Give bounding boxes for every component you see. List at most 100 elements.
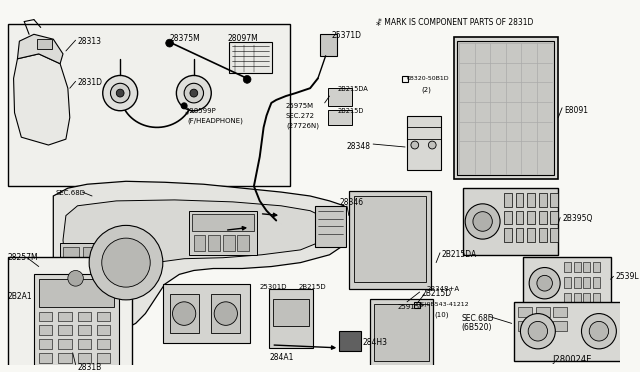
Circle shape	[166, 39, 173, 47]
Bar	[370, 299, 433, 368]
Bar	[77, 339, 91, 349]
Text: 2B215DA: 2B215DA	[442, 250, 477, 259]
Bar	[516, 228, 524, 242]
Bar	[58, 339, 72, 349]
Bar	[339, 331, 360, 351]
Text: 284H3: 284H3	[362, 338, 387, 347]
Bar	[77, 326, 91, 335]
Bar	[593, 262, 600, 272]
Bar	[315, 206, 346, 247]
Bar	[58, 353, 72, 363]
Bar	[328, 110, 352, 125]
Bar	[550, 211, 558, 224]
Bar	[536, 307, 550, 317]
Text: 28257M: 28257M	[8, 253, 38, 262]
Bar	[223, 235, 234, 251]
Bar	[593, 277, 600, 288]
Circle shape	[473, 212, 492, 231]
Text: *: *	[376, 20, 381, 31]
Bar	[97, 312, 111, 321]
Bar	[514, 302, 622, 360]
Bar	[34, 275, 119, 371]
Bar	[504, 211, 512, 224]
Bar	[573, 293, 580, 304]
Text: (27726N): (27726N)	[286, 122, 319, 129]
Circle shape	[589, 321, 609, 341]
Bar	[458, 41, 554, 176]
Text: 284A1: 284A1	[269, 353, 294, 362]
Bar	[518, 321, 532, 331]
Bar	[524, 257, 611, 311]
Bar	[170, 294, 198, 333]
Bar	[269, 289, 313, 348]
Text: 28097M: 28097M	[228, 34, 259, 43]
Bar	[39, 279, 115, 307]
Text: 28375M: 28375M	[170, 34, 200, 43]
Bar	[527, 193, 535, 207]
Bar	[374, 304, 429, 360]
Text: 2539L: 2539L	[616, 272, 639, 282]
Text: 28348: 28348	[347, 142, 371, 151]
Circle shape	[89, 225, 163, 300]
Bar	[83, 261, 99, 270]
Bar	[63, 261, 79, 270]
Bar	[39, 312, 52, 321]
Text: 28313: 28313	[77, 37, 102, 46]
Circle shape	[428, 141, 436, 149]
Text: E8091: E8091	[564, 106, 588, 115]
Text: (F/HEADPHONE): (F/HEADPHONE)	[187, 118, 243, 124]
Bar	[63, 247, 79, 257]
Bar	[8, 25, 290, 186]
Circle shape	[582, 314, 616, 349]
Circle shape	[103, 76, 138, 111]
Bar	[58, 326, 72, 335]
Bar	[189, 211, 257, 255]
Circle shape	[184, 83, 204, 103]
Bar	[554, 321, 567, 331]
Bar	[209, 235, 220, 251]
Circle shape	[116, 89, 124, 97]
Bar	[39, 353, 52, 363]
Bar	[518, 307, 532, 317]
Bar	[584, 277, 590, 288]
Bar	[354, 196, 426, 282]
Circle shape	[190, 89, 198, 97]
Bar	[550, 228, 558, 242]
Bar	[536, 321, 550, 331]
Text: (10): (10)	[434, 312, 449, 318]
Text: 2B215D: 2B215D	[337, 108, 364, 114]
Bar	[97, 339, 111, 349]
Text: 2B215D: 2B215D	[422, 289, 452, 298]
Circle shape	[173, 302, 196, 326]
Bar	[584, 293, 590, 304]
Bar	[211, 294, 241, 333]
Circle shape	[68, 270, 83, 286]
Text: * MARK IS COMPONENT PARTS OF 2831D: * MARK IS COMPONENT PARTS OF 2831D	[378, 17, 533, 27]
Bar	[554, 307, 567, 317]
Bar	[516, 211, 524, 224]
Bar	[60, 243, 126, 292]
Text: 25915P: 25915P	[397, 304, 424, 310]
Polygon shape	[53, 181, 344, 328]
Bar	[564, 277, 571, 288]
Bar	[516, 193, 524, 207]
Bar	[328, 88, 352, 106]
Bar	[539, 211, 547, 224]
Bar	[97, 326, 111, 335]
Text: 2B215DA: 2B215DA	[337, 86, 368, 92]
Bar	[104, 247, 119, 257]
Circle shape	[465, 204, 500, 239]
Polygon shape	[13, 54, 70, 145]
Bar	[407, 127, 441, 139]
Bar	[58, 312, 72, 321]
Bar	[527, 228, 535, 242]
Bar	[504, 193, 512, 207]
Circle shape	[111, 83, 130, 103]
Bar	[573, 277, 580, 288]
Bar	[320, 34, 337, 56]
Bar	[8, 257, 132, 372]
Bar	[550, 193, 558, 207]
Bar	[527, 211, 535, 224]
Polygon shape	[63, 200, 324, 294]
Bar	[593, 293, 600, 304]
